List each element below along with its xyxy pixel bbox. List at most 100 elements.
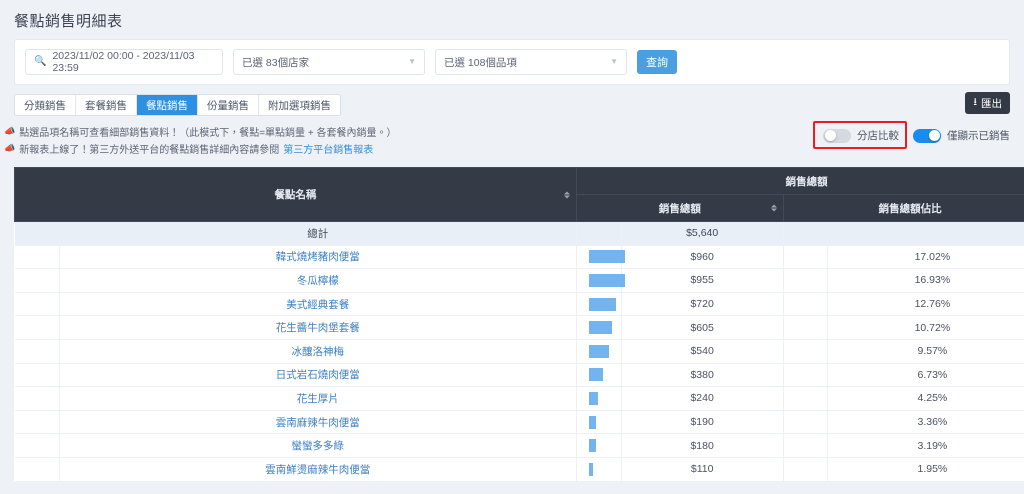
cell-name[interactable]: 雲南麻辣牛肉便當 <box>59 410 577 435</box>
tab-addon-sales[interactable]: 附加選項銷售 <box>259 95 340 115</box>
cell-name[interactable]: 美式經典套餐 <box>59 292 577 317</box>
sort-icon[interactable] <box>563 191 570 198</box>
tab-portion-sales[interactable]: 份量銷售 <box>198 95 259 115</box>
cell-amount: $380 <box>621 363 784 388</box>
third-party-report-link[interactable]: 第三方平台銷售報表 <box>283 145 374 156</box>
bar-cell <box>576 268 625 293</box>
branch-compare-label: 分店比較 <box>857 130 899 142</box>
megaphone-icon: 📣 <box>4 143 16 153</box>
column-header-amount[interactable]: 銷售總額 <box>575 194 784 222</box>
tab-group: 分類銷售 套餐銷售 餐點銷售 份量銷售 附加選項銷售 <box>14 94 341 116</box>
total-label: 總計 <box>59 221 577 246</box>
cell-percent: 3.36% <box>827 410 1024 435</box>
bar-cell <box>14 386 60 411</box>
cell-name[interactable]: 雲南鮮燙麻辣牛肉便當 <box>59 457 577 482</box>
item-name-link[interactable]: 韓式燒烤豬肉便當 <box>275 251 360 264</box>
cell-percent: 6.73% <box>827 363 1024 388</box>
cell-percent: 16.93% <box>827 268 1024 293</box>
bar-cell <box>783 292 829 317</box>
bar <box>588 250 625 264</box>
sub-header-row: 銷售總額 銷售總額佔比 銷售總量 <box>15 194 1024 222</box>
cell-amount: $110 <box>621 457 784 482</box>
cell-percent: 4.25% <box>827 386 1024 411</box>
column-group-sales-amount: 銷售總額 <box>575 167 1024 195</box>
bar-cell <box>14 457 60 482</box>
cell-name[interactable]: 冬瓜檸檬 <box>59 268 577 293</box>
cell-name[interactable]: 冰釀洛神梅 <box>59 339 577 364</box>
tab-combo-sales[interactable]: 套餐銷售 <box>76 95 137 115</box>
item-name-link[interactable]: 花生厚片 <box>296 392 339 405</box>
download-icon: ⭳ <box>973 96 977 108</box>
cell-percent: 10.72% <box>827 315 1024 340</box>
bar-cell <box>14 433 60 458</box>
column-label: 銷售總額 <box>785 175 828 188</box>
column-header-amount-ratio[interactable]: 銷售總額佔比 <box>782 194 1024 222</box>
total-amount: $5,640 <box>621 221 784 246</box>
item-name-link[interactable]: 雲南鮮燙麻辣牛肉便當 <box>265 463 371 476</box>
bar-cell <box>783 315 829 340</box>
column-label: 餐點名稱 <box>274 189 317 201</box>
tab-category-sales[interactable]: 分類銷售 <box>15 95 76 115</box>
cell-name[interactable]: 花生厚片 <box>59 386 577 411</box>
sold-only-toggle[interactable] <box>913 128 941 143</box>
tabs-row: 分類銷售 套餐銷售 餐點銷售 份量銷售 附加選項銷售 ⭳ 匯出 <box>14 92 1010 116</box>
bar <box>588 415 596 429</box>
table-head: 餐點名稱 銷售總額 銷售數量 銷售總額 <box>14 167 1024 222</box>
cell-name[interactable]: 韓式燒烤豬肉便當 <box>59 245 577 270</box>
cell-name[interactable]: 花生醬牛肉堡套餐 <box>59 315 577 340</box>
bar-cell <box>14 363 60 388</box>
report-table-wrap[interactable]: 餐點名稱 銷售總額 銷售數量 銷售總額 <box>14 167 1024 482</box>
bar-cell <box>783 221 829 246</box>
cell-name[interactable]: 蠻蠻多多綠 <box>59 433 577 458</box>
cell-name[interactable]: 日式岩石燒肉便當 <box>59 363 577 388</box>
item-name-link[interactable]: 冬瓜檸檬 <box>296 274 339 287</box>
bar-cell <box>783 363 829 388</box>
store-select[interactable]: 已選 83個店家 ▼ <box>233 49 425 75</box>
bar <box>588 391 598 405</box>
item-select[interactable]: 已選 108個品項 ▼ <box>435 49 627 75</box>
page-title: 餐點銷售明細表 <box>14 13 123 30</box>
cell-amount: $240 <box>621 386 784 411</box>
toggle-group: 分店比較 僅顯示已銷售 <box>813 121 1010 149</box>
bar-cell <box>14 292 60 317</box>
item-name-link[interactable]: 美式經典套餐 <box>286 298 350 311</box>
date-range-input[interactable]: 🔍 2023/11/02 00:00 - 2023/11/03 23:59 <box>25 49 223 75</box>
column-label: 銷售總額 <box>658 202 701 215</box>
bar-cell <box>14 315 60 340</box>
bar-cell <box>576 221 622 246</box>
item-name-link[interactable]: 日式岩石燒肉便當 <box>275 369 360 382</box>
bar-cell <box>783 457 829 482</box>
bar-cell <box>14 221 60 246</box>
cell-percent: 12.76% <box>827 292 1024 317</box>
table-row-total: 總計 $5,640 101 <box>14 221 1024 246</box>
bar-cell <box>14 268 60 293</box>
item-name-link[interactable]: 雲南麻辣牛肉便當 <box>275 416 360 429</box>
tab-item-sales[interactable]: 餐點銷售 <box>137 95 198 115</box>
item-name-link[interactable]: 花生醬牛肉堡套餐 <box>275 322 360 335</box>
cell-amount: $605 <box>621 315 784 340</box>
bar-cell <box>783 339 829 364</box>
toggle-knob <box>928 130 940 141</box>
cell-amount: $180 <box>621 433 784 458</box>
date-range-value: 2023/11/02 00:00 - 2023/11/03 23:59 <box>52 50 195 74</box>
branch-compare-toggle[interactable] <box>823 128 851 143</box>
bar-cell <box>576 457 622 482</box>
sort-icon[interactable] <box>770 204 777 212</box>
report-table: 餐點名稱 銷售總額 銷售數量 銷售總額 <box>14 167 1024 482</box>
item-select-value: 已選 108個品項 <box>444 56 517 69</box>
bar-cell <box>783 268 829 293</box>
export-button-label: 匯出 <box>981 97 1002 110</box>
column-header-item-name[interactable]: 餐點名稱 <box>14 167 577 222</box>
query-button[interactable]: 查詢 <box>637 50 677 74</box>
item-name-link[interactable]: 冰釀洛神梅 <box>291 345 345 358</box>
export-button[interactable]: ⭳ 匯出 <box>965 92 1010 114</box>
bar-cell <box>576 339 622 364</box>
item-name-link[interactable]: 蠻蠻多多綠 <box>291 440 345 453</box>
cell-amount: $190 <box>621 410 784 435</box>
bar-cell <box>783 386 829 411</box>
